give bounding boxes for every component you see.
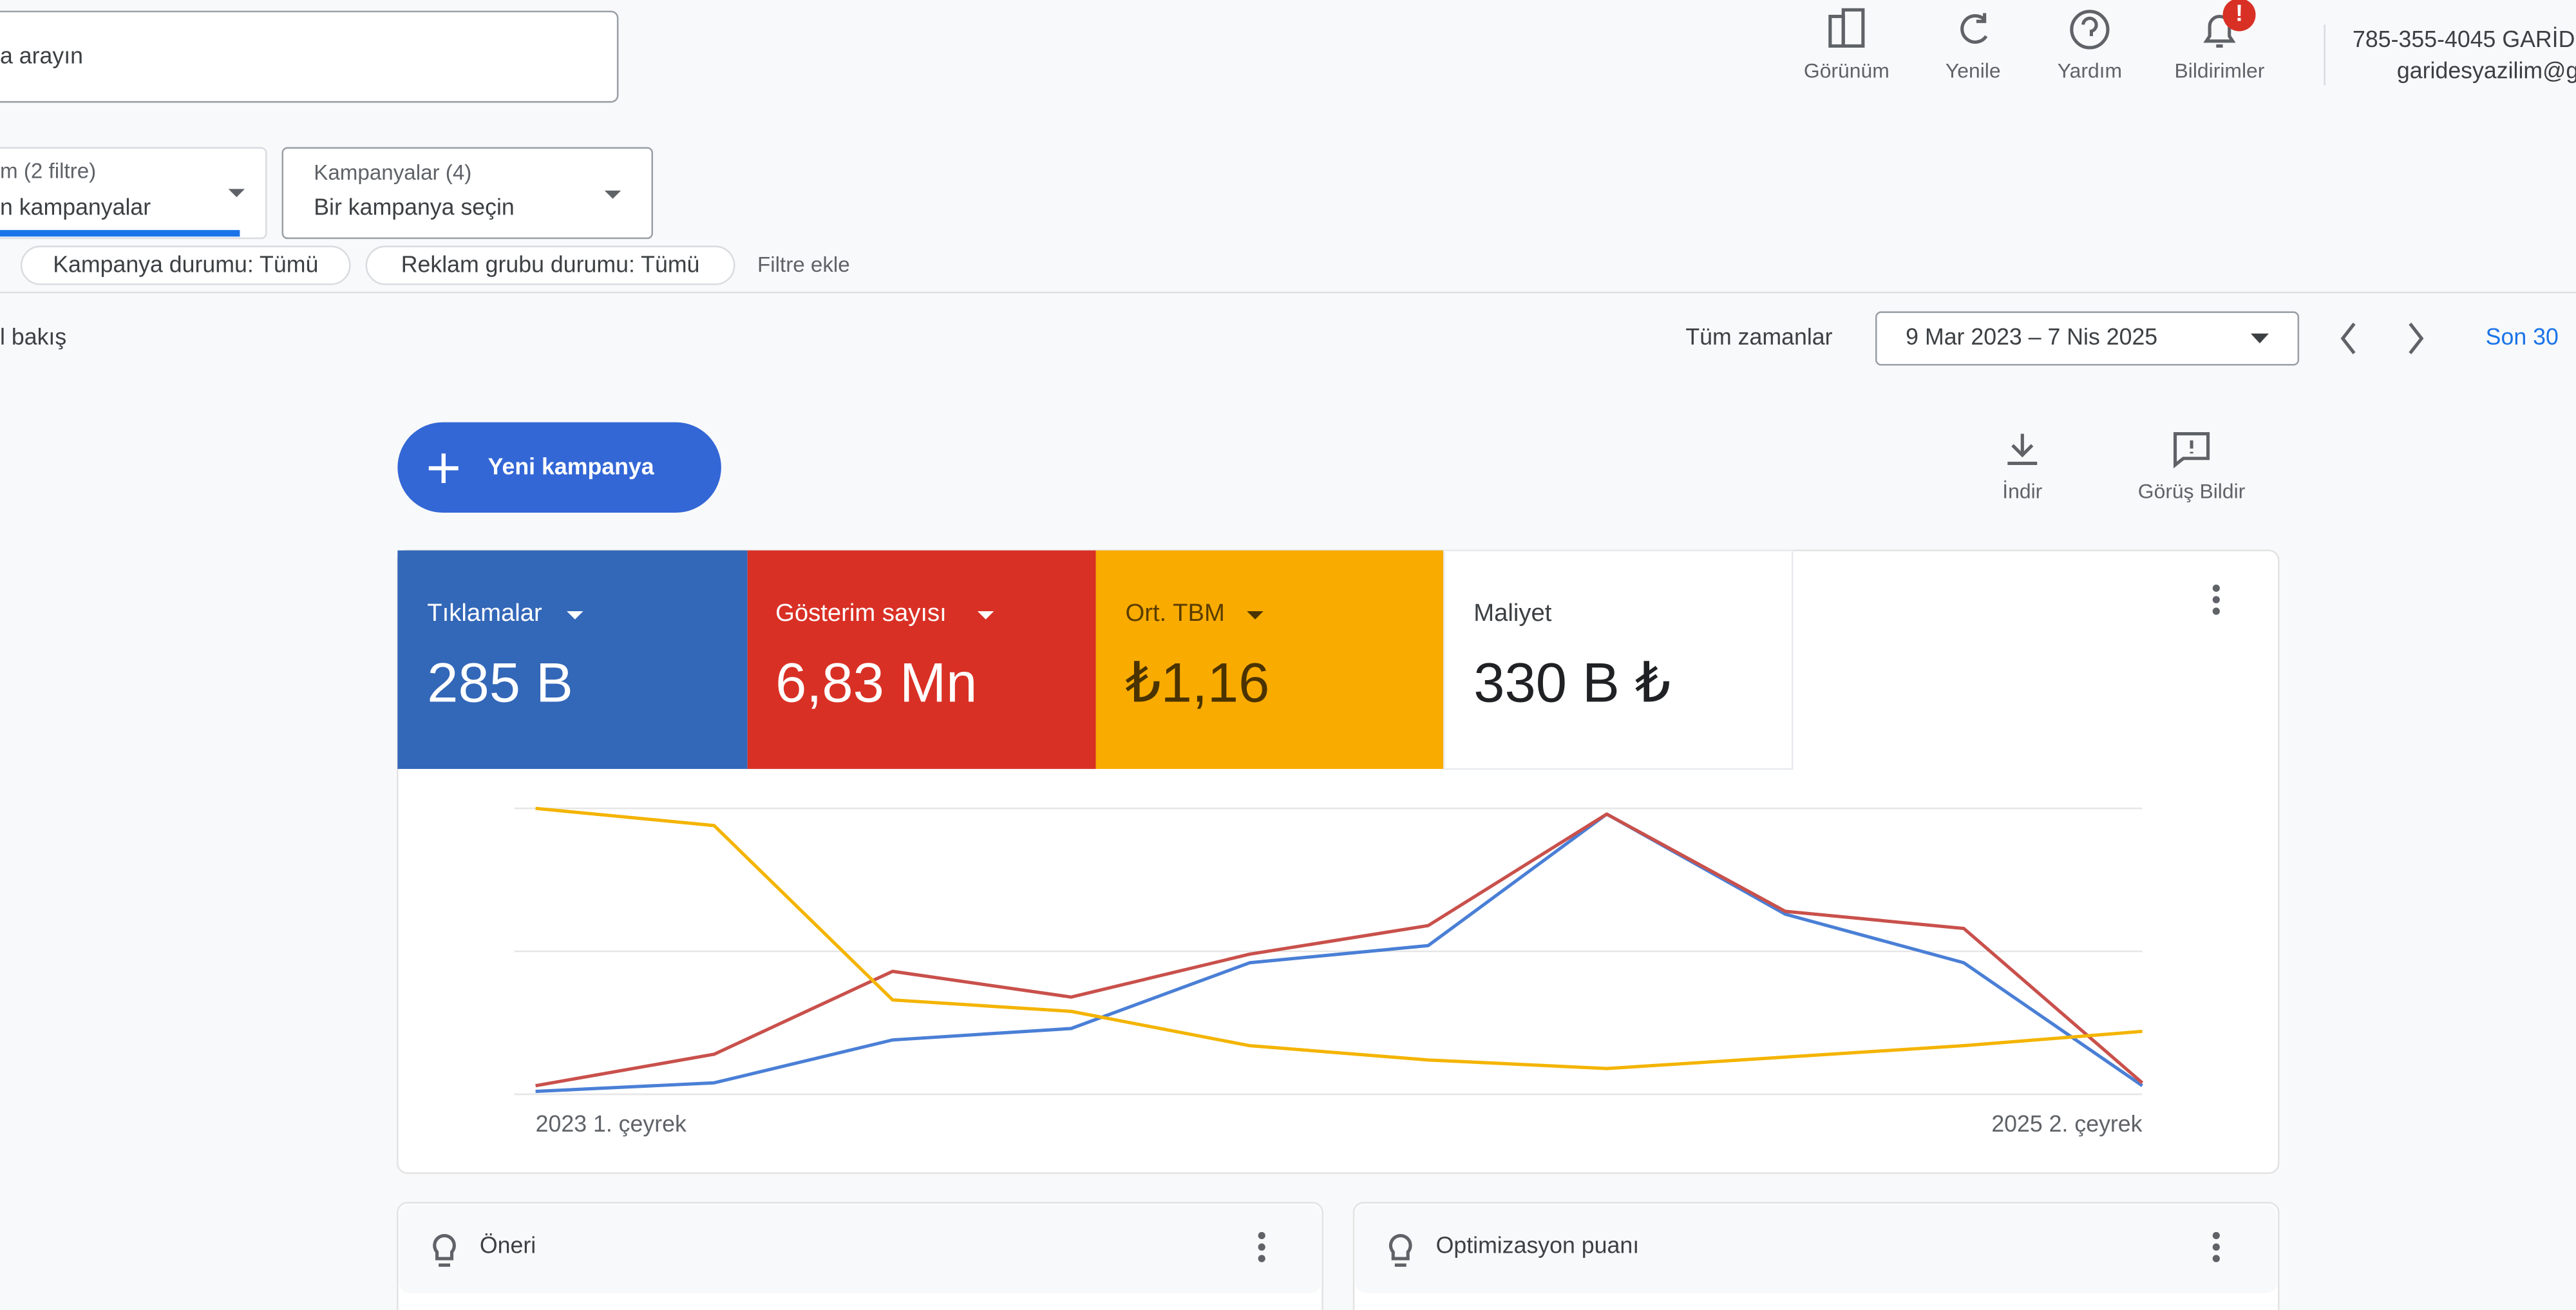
nav-label[interactable]: Bildirimler	[2174, 59, 2264, 82]
metric-arrow	[567, 611, 583, 620]
account-email: garidesyazilim@g	[2397, 58, 2576, 84]
more-menu[interactable]	[1258, 1231, 1265, 1262]
filter-chip[interactable]	[20, 245, 351, 285]
quick-range[interactable]: Son 30	[2486, 324, 2559, 350]
series-line	[535, 806, 2143, 1070]
nav-label[interactable]: Yardım	[2058, 59, 2122, 82]
metric-tile[interactable]	[747, 550, 1096, 769]
card-title: Optimizasyon puanı	[1436, 1233, 1640, 1258]
metric-value: 330 B ₺	[1473, 651, 1671, 714]
chip-text: Kampanya durumu: Tümü	[53, 252, 318, 278]
nav-label[interactable]: Yenile	[1946, 59, 2001, 82]
metric-value: 6,83 Mn	[775, 651, 977, 714]
x-tick-label: 2023 1. çeyrek	[536, 1111, 687, 1137]
dropdown-label: m (2 filtre)	[0, 160, 96, 184]
nav-label[interactable]: Görünüm	[1804, 59, 1889, 82]
view-icon-part	[1841, 8, 1865, 48]
more-menu[interactable]	[2212, 584, 2220, 615]
nav-icons	[1828, 0, 2256, 50]
metric-arrow	[1247, 611, 1264, 620]
series-line	[535, 812, 2143, 1094]
metric-tile[interactable]	[397, 550, 748, 769]
series-line	[535, 812, 2144, 1088]
add-filter[interactable]: Filtre ekle	[757, 253, 850, 277]
new-campaign-button[interactable]	[397, 422, 721, 513]
page-title: l bakış	[0, 324, 66, 350]
badge-text: !	[2235, 0, 2243, 26]
x-tick-label: 2025 2. çeyrek	[1991, 1111, 2142, 1137]
metric-tile[interactable]	[1443, 549, 1794, 770]
metric-arrow	[977, 611, 994, 620]
filter-chip[interactable]	[365, 245, 735, 285]
account-id: 785-355-4045 GARİD	[2353, 26, 2575, 52]
dropdown-arrow	[228, 189, 245, 198]
chip-text: Reklam grubu durumu: Tümü	[401, 252, 700, 278]
next-button[interactable]	[2409, 323, 2424, 355]
help-icon-mark	[2081, 16, 2098, 37]
notification-badge	[2222, 0, 2256, 32]
card-header	[1355, 1204, 2277, 1293]
dropdown-value: Bir kampanya seçin	[314, 194, 515, 220]
action-label[interactable]: İndir	[2002, 480, 2042, 503]
button-text: Yeni kampanya	[488, 454, 655, 480]
dropdown-underline	[0, 230, 240, 237]
dropdown-value: n kampanyalar	[0, 194, 151, 220]
plus-icon	[428, 453, 459, 484]
metric-value: ₺1,16	[1125, 651, 1269, 714]
help-icon[interactable]	[2070, 10, 2110, 50]
download-icon[interactable]	[2007, 433, 2038, 465]
search-placeholder: a arayın	[0, 43, 83, 69]
card-title: Öneri	[480, 1233, 536, 1258]
metric-label: Maliyet	[1473, 599, 1552, 627]
more-menu[interactable]	[2212, 1231, 2220, 1262]
refresh-icon[interactable]	[1960, 13, 1988, 44]
bulb-icon	[1388, 1233, 1412, 1267]
dropdown-arrow	[604, 190, 621, 199]
metric-tile[interactable]	[1095, 550, 1444, 769]
metric-label: Tıklamalar	[427, 599, 542, 627]
dropdown-label: Kampanyalar (4)	[314, 161, 471, 185]
dropdown[interactable]	[281, 147, 654, 240]
range-label: Tüm zamanlar	[1685, 324, 1832, 350]
metric-label: Gösterim sayısı	[775, 599, 947, 627]
feedback-icon[interactable]	[2174, 432, 2210, 469]
card-header	[399, 1204, 1321, 1293]
bulb-icon	[433, 1233, 456, 1267]
prev-button[interactable]	[2340, 323, 2356, 355]
chart: 2023 1. çeyrek 2025 2. çeyrek	[535, 806, 2144, 1137]
date-range: 9 Mar 2023 – 7 Nis 2025	[1906, 324, 2157, 350]
metric-label: Ort. TBM	[1125, 599, 1224, 627]
chart-grid	[514, 807, 2143, 1096]
search-box[interactable]	[0, 10, 619, 103]
dropdown[interactable]	[0, 147, 267, 240]
action-label[interactable]: Görüş Bildir	[2138, 480, 2246, 503]
date-arrow	[2250, 333, 2269, 344]
metric-value: 285 B	[427, 651, 573, 714]
date-picker[interactable]	[1875, 311, 2300, 366]
